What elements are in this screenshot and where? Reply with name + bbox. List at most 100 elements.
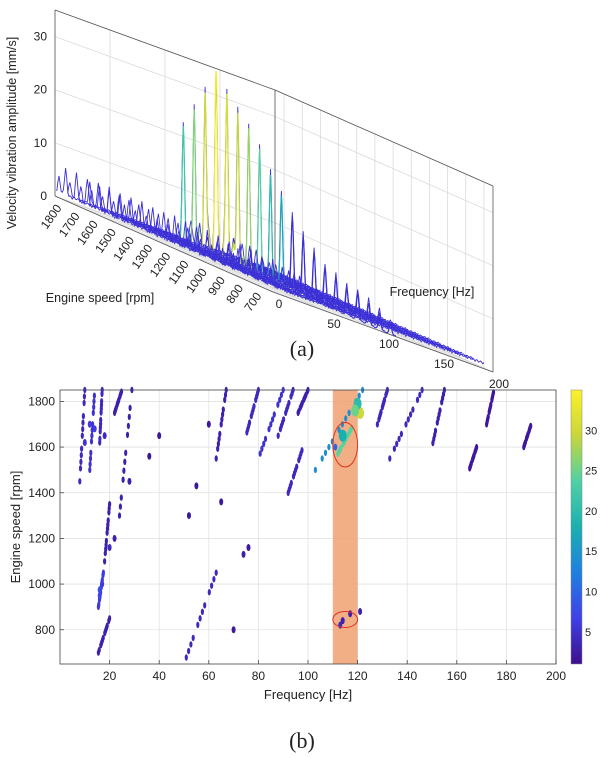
order-line-dot [78, 465, 83, 472]
order-line-dot [88, 455, 93, 462]
order-line-dot [219, 421, 223, 428]
grid-line [263, 287, 485, 369]
order-line-dot [415, 396, 420, 403]
y-tick-label: 700 [241, 289, 264, 314]
order-line-dot [220, 416, 224, 423]
order-line-dot [105, 622, 109, 629]
order-line-dot [223, 391, 228, 399]
order-line-dot [267, 425, 271, 433]
axis-edge [54, 9, 276, 91]
spot [147, 452, 152, 460]
order-line-dot [223, 396, 227, 403]
order-line-dot [276, 401, 280, 408]
colorbar-bar [570, 389, 583, 665]
order-line-dot [289, 479, 293, 487]
order-line-dot [327, 443, 331, 451]
order-line-dot [122, 467, 126, 474]
order-line-dot [272, 411, 276, 418]
x-tick-label: 200 [489, 377, 509, 391]
trace-peak [384, 322, 397, 337]
spot [186, 512, 191, 520]
order-line-dot [119, 388, 124, 395]
spot [340, 617, 345, 625]
order-line-dot [287, 399, 291, 407]
order-line-dot [101, 569, 105, 576]
order-line-dot [126, 422, 130, 430]
panel-a-label: (a) [290, 336, 314, 361]
x-tick-label: 160 [447, 669, 467, 683]
spot [97, 586, 102, 594]
spot [338, 429, 347, 442]
panel-a-waterfall-chart: 0102030700800900100011001200130014001500… [5, 9, 509, 391]
order-line-dot [486, 413, 490, 421]
order-line-dot [375, 421, 379, 428]
x-tick-label: 150 [434, 357, 454, 371]
order-line-dot [100, 398, 104, 405]
spot [82, 439, 87, 447]
order-line-dot [278, 396, 282, 403]
axis-edge [54, 195, 274, 293]
order-line-dot [189, 641, 193, 648]
grid-line [209, 263, 430, 345]
order-line-dot [82, 393, 86, 400]
order-line-dot [247, 419, 252, 426]
spot [351, 404, 360, 417]
spot [206, 420, 211, 428]
order-line-dot [295, 463, 299, 470]
order-line-dot [214, 569, 218, 576]
order-line-dot [262, 440, 266, 447]
order-line-dot [344, 415, 348, 422]
y-tick-label: 1200 [28, 531, 55, 545]
order-line-dot [79, 458, 83, 465]
order-line-dot [382, 396, 387, 403]
spot [100, 580, 105, 588]
order-line-dot [404, 421, 408, 428]
order-line-dot [210, 582, 214, 589]
y-tick-label: 800 [35, 623, 55, 637]
order-line-dot [81, 412, 85, 420]
x-tick-label: 200 [546, 669, 566, 683]
order-line-dot [92, 392, 96, 399]
order-line-dot [438, 407, 442, 414]
colorbar-tick-label: 10 [585, 586, 597, 598]
spot [102, 432, 107, 440]
panel-a-x-axis-label: Frequency [Hz] [390, 285, 475, 299]
order-line-dot [80, 445, 84, 452]
spot [194, 482, 199, 490]
order-line-dot [300, 447, 304, 454]
order-line-dot [89, 438, 94, 445]
order-line-dot [80, 432, 84, 439]
order-line-dot [88, 461, 92, 468]
order-line-dot [529, 422, 533, 430]
panel-a-z-axis-label: Velocity vibration amplitude [mm/s] [5, 37, 19, 229]
order-line-dot [187, 647, 191, 655]
order-line-dot [411, 406, 415, 413]
order-line-dot [119, 494, 123, 501]
order-line-dot [491, 389, 496, 396]
spot [333, 443, 338, 451]
axis-edge [274, 89, 494, 187]
order-line-dot [388, 455, 392, 462]
grid-line [109, 215, 329, 313]
spot [358, 607, 363, 615]
panel-b-label: (b) [289, 728, 315, 753]
order-line-dot [409, 411, 413, 418]
colorbar-tick-label: 30 [585, 425, 597, 437]
spot [127, 477, 132, 485]
order-line-dot [82, 399, 86, 407]
trace-peak [220, 93, 233, 265]
panel-b-heatmap-chart: 20 40 60 80 100 120 140 160 180 200 800 1000 1200 140… [8, 386, 597, 702]
spot [246, 544, 251, 552]
order-line-dot [207, 589, 211, 596]
order-line-dot [379, 408, 383, 416]
x-tick-label: 50 [327, 317, 341, 331]
order-line-dot [198, 615, 202, 622]
order-line-dot [216, 440, 220, 447]
z-tick-label: 30 [34, 30, 48, 44]
order-line-dot [79, 452, 83, 459]
y-tick-label: 1400 [28, 486, 55, 500]
y-tick-label: 1600 [28, 440, 55, 454]
order-line-dot [320, 455, 324, 462]
order-line-dot [101, 634, 105, 642]
